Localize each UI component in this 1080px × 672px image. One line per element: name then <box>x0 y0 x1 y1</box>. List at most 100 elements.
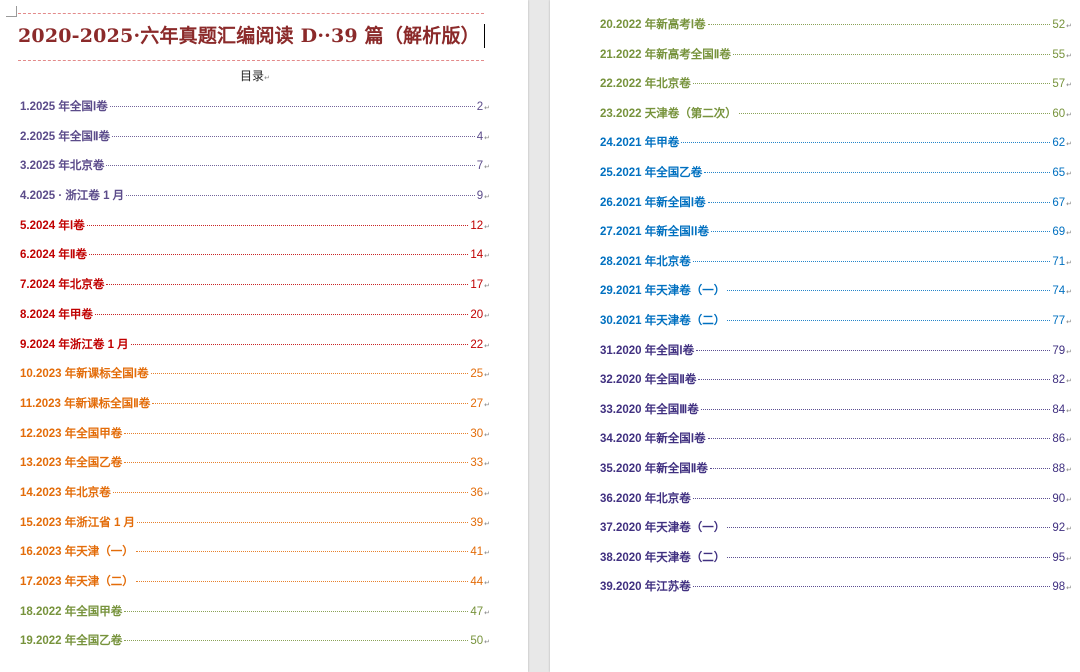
toc-list-left: 1.2025 年全国Ⅰ卷 2 ↵ 2.2025 年全国Ⅱ卷 4 ↵ 3.2025 年北京卷 7… <box>20 98 490 662</box>
toc-page-number: 17 <box>470 279 484 292</box>
toc-leader-dots <box>698 378 1051 381</box>
toc-page-number: 9 <box>476 190 484 203</box>
toc-entry[interactable]: 35.2020 年新全国Ⅱ卷 88 ↵ <box>600 460 1072 490</box>
toc-leader-dots <box>124 461 469 464</box>
toc-page-number: 86 <box>1052 433 1066 446</box>
toc-leader-dots <box>135 580 469 582</box>
toc-entry[interactable]: 18.2022 年全国甲卷 47 ↵ <box>20 603 490 633</box>
paragraph-mark-icon: ↵ <box>1066 23 1072 30</box>
toc-leader-dots <box>135 550 469 553</box>
title-bottom-border <box>18 60 484 61</box>
toc-entry[interactable]: 7.2024 年北京卷 17 ↵ <box>20 276 490 306</box>
toc-entry-label: 7.2024 年北京卷 <box>20 279 105 292</box>
toc-entry[interactable]: 39.2020 年江苏卷 98 ↵ <box>600 578 1072 608</box>
toc-leader-dots <box>681 141 1051 144</box>
paragraph-mark-icon: ↵ <box>484 461 490 469</box>
paragraph-mark-icon: ↵ <box>1066 437 1072 445</box>
toc-entry[interactable]: 31.2020 年全国Ⅰ卷 79 ↵ <box>600 342 1072 372</box>
document-page-right[interactable]: 20.2022 年新高考Ⅰ卷 52 ↵ 21.2022 年新高考全国Ⅱ卷 55 ↵ 22.2… <box>550 0 1080 672</box>
toc-entry-label: 4.2025 · 浙江卷 1 月 <box>20 190 125 203</box>
paragraph-mark-icon: ↵ <box>484 580 490 587</box>
toc-leader-dots <box>106 283 469 286</box>
toc-entry[interactable]: 14.2023 年北京卷 36 ↵ <box>20 484 490 514</box>
toc-leader-dots <box>112 135 475 137</box>
toc-leader-dots <box>732 53 1051 55</box>
toc-page-number: 74 <box>1052 285 1066 298</box>
toc-leader-dots <box>692 585 1051 588</box>
paragraph-mark-icon: ↵ <box>1066 407 1072 415</box>
document-title[interactable]: 2020-2025·六年真题汇编阅读 D··39 篇（解析版） <box>18 25 480 47</box>
toc-entry[interactable]: 3.2025 年北京卷 7 ↵ <box>20 157 490 187</box>
toc-entry[interactable]: 12.2023 年全国甲卷 30 ↵ <box>20 425 490 455</box>
toc-leader-dots <box>727 526 1051 529</box>
toc-entry[interactable]: 23.2022 天津卷（第二次） 60 ↵ <box>600 105 1072 135</box>
toc-entry[interactable]: 2.2025 年全国Ⅱ卷 4 ↵ <box>20 128 490 158</box>
toc-entry-label: 21.2022 年新高考全国Ⅱ卷 <box>600 48 731 61</box>
toc-entry[interactable]: 27.2021 年新全国ⅠⅠ卷 69 ↵ <box>600 223 1072 253</box>
toc-page-number: 12 <box>470 219 484 232</box>
title-top-border <box>18 13 484 14</box>
toc-page-number: 25 <box>470 368 484 381</box>
toc-leader-dots <box>696 349 1051 351</box>
toc-entry[interactable]: 6.2024 年Ⅱ卷 14 ↵ <box>20 246 490 276</box>
toc-page-number: 69 <box>1052 226 1066 239</box>
toc-leader-dots <box>137 521 469 523</box>
toc-leader-dots <box>126 194 475 197</box>
toc-page-number: 62 <box>1052 137 1066 150</box>
paragraph-mark-icon: ↵ <box>264 75 270 82</box>
toc-entry[interactable]: 22.2022 年北京卷 57 ↵ <box>600 75 1072 105</box>
toc-entry[interactable]: 30.2021 年天津卷（二） 77 ↵ <box>600 312 1072 342</box>
toc-entry[interactable]: 16.2023 年天津（一） 41 ↵ <box>20 543 490 573</box>
toc-entry[interactable]: 4.2025 · 浙江卷 1 月 9 ↵ <box>20 187 490 217</box>
toc-entry[interactable]: 21.2022 年新高考全国Ⅱ卷 55 ↵ <box>600 46 1072 76</box>
toc-entry[interactable]: 1.2025 年全国Ⅰ卷 2 ↵ <box>20 98 490 128</box>
paragraph-mark-icon: ↵ <box>484 372 490 380</box>
toc-entry[interactable]: 20.2022 年新高考Ⅰ卷 52 ↵ <box>600 16 1072 46</box>
toc-entry-label: 11.2023 年新课标全国Ⅱ卷 <box>20 397 151 410</box>
toc-entry[interactable]: 32.2020 年全国Ⅱ卷 82 ↵ <box>600 371 1072 401</box>
toc-entry-label: 15.2023 年浙江省 1 月 <box>20 516 136 529</box>
toc-entry[interactable]: 28.2021 年北京卷 71 ↵ <box>600 253 1072 283</box>
toc-entry[interactable]: 10.2023 年新课标全国Ⅰ卷 25 ↵ <box>20 365 490 395</box>
toc-page-number: 39 <box>470 516 484 529</box>
document-page-left[interactable]: 2020-2025·六年真题汇编阅读 D··39 篇（解析版） 目录↵ 1.20… <box>0 0 528 672</box>
toc-page-number: 14 <box>470 249 484 262</box>
toc-entry-label: 10.2023 年新课标全国Ⅰ卷 <box>20 368 149 381</box>
toc-entry[interactable]: 36.2020 年北京卷 90 ↵ <box>600 490 1072 520</box>
toc-entry-label: 39.2020 年江苏卷 <box>600 581 691 594</box>
toc-entry[interactable]: 15.2023 年浙江省 1 月 39 ↵ <box>20 514 490 544</box>
toc-leader-dots <box>709 467 1051 469</box>
toc-entry-label: 23.2022 天津卷（第二次） <box>600 107 737 120</box>
toc-entry[interactable]: 13.2023 年全国乙卷 33 ↵ <box>20 454 490 484</box>
toc-entry[interactable]: 11.2023 年新课标全国Ⅱ卷 27 ↵ <box>20 395 490 425</box>
toc-entry-label: 16.2023 年天津（一） <box>20 546 134 559</box>
toc-page-number: 95 <box>1052 551 1066 564</box>
paragraph-mark-icon: ↵ <box>484 283 490 291</box>
toc-entry-label: 18.2022 年全国甲卷 <box>20 605 123 618</box>
toc-entry[interactable]: 37.2020 年天津卷（一） 92 ↵ <box>600 519 1072 549</box>
toc-entry[interactable]: 5.2024 年Ⅰ卷 12 ↵ <box>20 217 490 247</box>
toc-entry[interactable]: 8.2024 年甲卷 20 ↵ <box>20 306 490 336</box>
toc-entry[interactable]: 9.2024 年浙江卷 1 月 22 ↵ <box>20 336 490 366</box>
toc-page-number: 88 <box>1052 462 1066 475</box>
toc-entry[interactable]: 17.2023 年天津（二） 44 ↵ <box>20 573 490 603</box>
toc-entry-label: 38.2020 年天津卷（二） <box>600 551 726 564</box>
toc-leader-dots <box>130 343 469 345</box>
toc-entry-label: 25.2021 年全国乙卷 <box>600 166 703 179</box>
toc-entry-label: 9.2024 年浙江卷 1 月 <box>20 338 129 351</box>
paragraph-mark-icon: ↵ <box>1066 555 1072 563</box>
toc-entry-label: 20.2022 年新高考Ⅰ卷 <box>600 19 706 31</box>
toc-entry-label: 14.2023 年北京卷 <box>20 486 111 499</box>
toc-entry[interactable]: 29.2021 年天津卷（一） 74 ↵ <box>600 282 1072 312</box>
toc-entry[interactable]: 34.2020 年新全国Ⅰ卷 86 ↵ <box>600 430 1072 460</box>
toc-entry[interactable]: 25.2021 年全国乙卷 65 ↵ <box>600 164 1072 194</box>
toc-entry[interactable]: 26.2021 年新全国Ⅰ卷 67 ↵ <box>600 194 1072 224</box>
toc-entry[interactable]: 33.2020 年全国Ⅲ卷 84 ↵ <box>600 401 1072 431</box>
toc-entry[interactable]: 19.2022 年全国乙卷 50 ↵ <box>20 632 490 662</box>
toc-entry[interactable]: 38.2020 年天津卷（二） 95 ↵ <box>600 549 1072 579</box>
toc-heading[interactable]: 目录↵ <box>0 67 510 84</box>
toc-page-number: 50 <box>470 635 484 648</box>
paragraph-mark-icon: ↵ <box>1066 348 1072 356</box>
toc-entry[interactable]: 24.2021 年甲卷 62 ↵ <box>600 134 1072 164</box>
toc-leader-dots <box>89 253 469 256</box>
